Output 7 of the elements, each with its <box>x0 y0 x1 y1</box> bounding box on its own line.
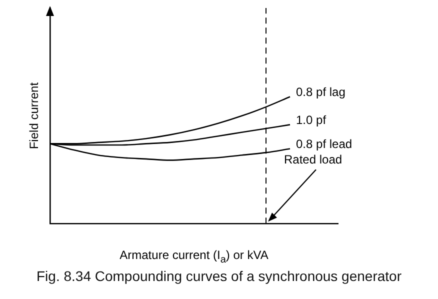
y-axis-title: Field current <box>27 82 41 150</box>
series-label: 1.0 pf <box>296 112 327 127</box>
x-axis-title: Armature current (I$_{a}$) or kVA <box>118 248 270 266</box>
series-label: 0.8 pf lead <box>296 137 352 152</box>
caption: Fig. 8.34 Compounding curves of a synchronous generator <box>36 268 402 284</box>
annotation: Rated load <box>284 152 342 167</box>
series-label: 0.8 pf lag <box>296 85 346 100</box>
